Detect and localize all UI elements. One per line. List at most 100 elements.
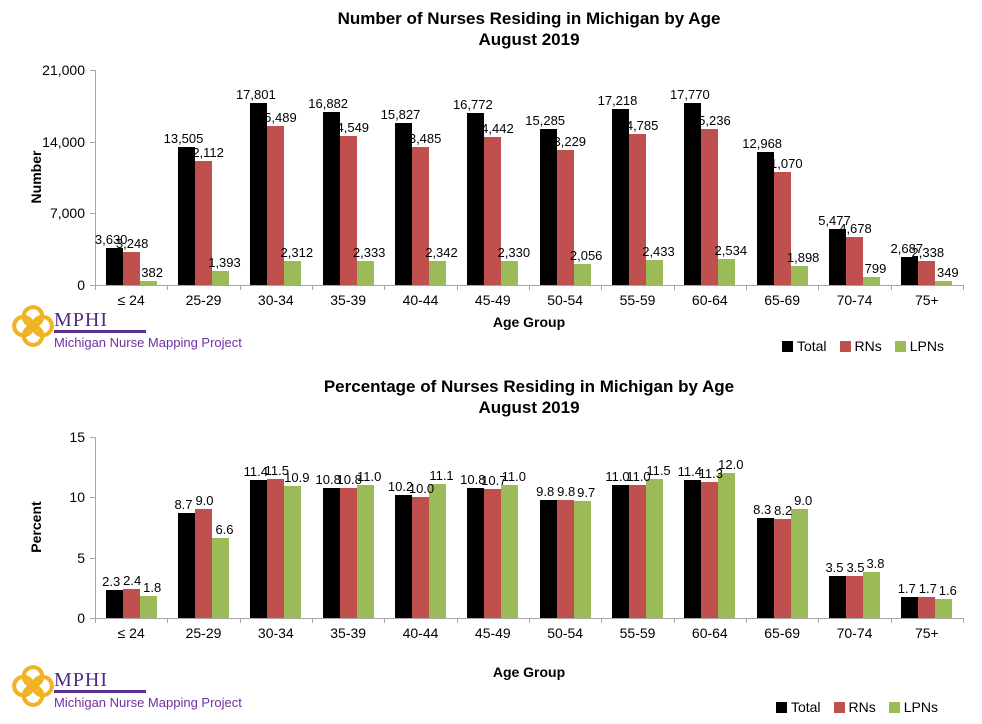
data-label-total: 12,968 xyxy=(742,136,783,152)
data-label-total: 2.3 xyxy=(102,574,121,590)
data-label-lpns: 1.8 xyxy=(143,580,162,596)
data-label-lpns: 1.6 xyxy=(938,582,957,598)
bar-lpns xyxy=(429,261,446,285)
legend-label: LPNs xyxy=(903,699,938,715)
data-label-rns: 15,489 xyxy=(256,110,297,126)
x-tick-mark xyxy=(818,618,820,623)
data-label-total: 10.8 xyxy=(315,471,341,487)
data-label-lpns: 349 xyxy=(936,265,959,281)
y-tick-label: 5 xyxy=(77,549,85,566)
y-tick-label: 0 xyxy=(77,277,85,293)
data-label-rns: 10.8 xyxy=(336,471,362,487)
bar-lpns xyxy=(356,261,374,285)
data-label-lpns: 3.8 xyxy=(866,556,885,572)
data-label-total: 2,687 xyxy=(890,241,924,257)
bar-total xyxy=(684,103,702,285)
y-axis-line xyxy=(95,437,96,619)
y-tick-label: 7,000 xyxy=(49,205,85,222)
data-label-rns: 3,248 xyxy=(115,235,149,251)
y-tick-label: 10 xyxy=(69,489,85,506)
bar-rns xyxy=(846,237,863,285)
x-tick-label: 70-74 xyxy=(836,625,873,641)
bar-lpns xyxy=(573,500,591,618)
x-tick-mark xyxy=(673,618,675,623)
bar-rns xyxy=(846,575,863,618)
data-label-rns: 15,236 xyxy=(690,113,731,128)
bar-rns xyxy=(629,485,646,618)
data-label-total: 13,505 xyxy=(163,130,204,146)
y-tick-mark xyxy=(90,437,95,438)
chart-title: Percentage of Nurses Residing in Michiga… xyxy=(95,376,963,418)
bar-rns xyxy=(773,519,791,618)
x-tick-label: 70-74 xyxy=(836,292,873,308)
x-tick-mark xyxy=(601,618,603,623)
x-tick-mark xyxy=(529,285,530,290)
bar-rns xyxy=(918,597,936,618)
legend-swatch-icon xyxy=(894,340,906,352)
data-label-rns: 2,338 xyxy=(911,245,945,261)
legend-swatch-icon xyxy=(775,701,787,713)
data-label-total: 15,285 xyxy=(525,112,566,128)
data-label-rns: 4,678 xyxy=(839,221,872,237)
legend-label: RNs xyxy=(848,699,876,715)
legend: Total RNs LPNs xyxy=(775,699,938,715)
x-tick-label: 35-39 xyxy=(330,292,367,308)
data-label-total: 10.2 xyxy=(387,478,414,494)
data-label-rns: 13,229 xyxy=(546,133,587,149)
data-label-lpns: 382 xyxy=(141,265,163,281)
legend-label: Total xyxy=(796,338,827,354)
data-label-lpns: 2,433 xyxy=(642,244,675,260)
x-tick-label: ≤ 24 xyxy=(117,625,145,641)
data-label-total: 9.8 xyxy=(536,483,555,499)
logo-brand-name: MPHI xyxy=(54,670,146,693)
data-label-lpns: 1,393 xyxy=(208,254,241,270)
data-label-rns: 9.8 xyxy=(557,483,576,499)
legend-swatch-icon xyxy=(781,340,793,352)
bar-rns xyxy=(412,497,429,618)
data-label-rns: 1.7 xyxy=(918,581,937,597)
x-tick-label: 65-69 xyxy=(764,292,801,308)
y-tick-mark xyxy=(90,557,95,559)
data-label-rns: 10.7 xyxy=(481,472,507,488)
bar-lpns xyxy=(212,270,229,285)
mphi-logo: MPHI Michigan Nurse Mapping Project xyxy=(10,663,242,710)
legend-swatch-icon xyxy=(888,701,900,713)
bar-lpns xyxy=(718,473,736,618)
x-tick-mark xyxy=(890,618,892,623)
data-label-total: 8.3 xyxy=(753,501,772,517)
x-tick-mark xyxy=(673,285,675,290)
data-label-rns: 14,549 xyxy=(329,120,370,136)
bar-total xyxy=(829,575,846,618)
data-label-rns: 3.5 xyxy=(846,559,865,575)
x-tick-label: 55-59 xyxy=(619,292,656,308)
legend: Total RNs LPNs xyxy=(781,338,944,354)
bar-rns xyxy=(701,129,719,285)
bar-lpns xyxy=(573,263,591,285)
data-label-rns: 14,442 xyxy=(473,121,514,137)
x-tick-label: 40-44 xyxy=(402,625,439,641)
bar-rns xyxy=(339,487,357,618)
data-label-rns: 11.5 xyxy=(264,463,289,479)
bar-lpns xyxy=(429,484,446,618)
x-tick-label: 30-34 xyxy=(257,625,294,641)
data-label-rns: 12,112 xyxy=(185,144,224,160)
bar-total xyxy=(322,112,340,285)
bar-lpns xyxy=(646,260,663,285)
bar-rns xyxy=(122,251,140,285)
data-label-lpns: 10.9 xyxy=(284,470,310,486)
mphi-knot-icon xyxy=(12,665,54,707)
bar-rns xyxy=(267,126,285,285)
x-tick-label: ≤ 24 xyxy=(117,292,145,308)
bar-lpns xyxy=(139,281,157,285)
x-axis-title: Age Group xyxy=(492,664,566,680)
legend-swatch-icon xyxy=(839,340,851,352)
data-label-rns: 13,485 xyxy=(401,130,442,146)
bar-rns xyxy=(556,499,574,618)
x-tick-mark xyxy=(95,285,96,290)
data-label-rns: 8.2 xyxy=(774,503,793,519)
x-tick-mark xyxy=(746,285,747,290)
chart-title: Number of Nurses Residing in Michigan by… xyxy=(95,8,963,50)
